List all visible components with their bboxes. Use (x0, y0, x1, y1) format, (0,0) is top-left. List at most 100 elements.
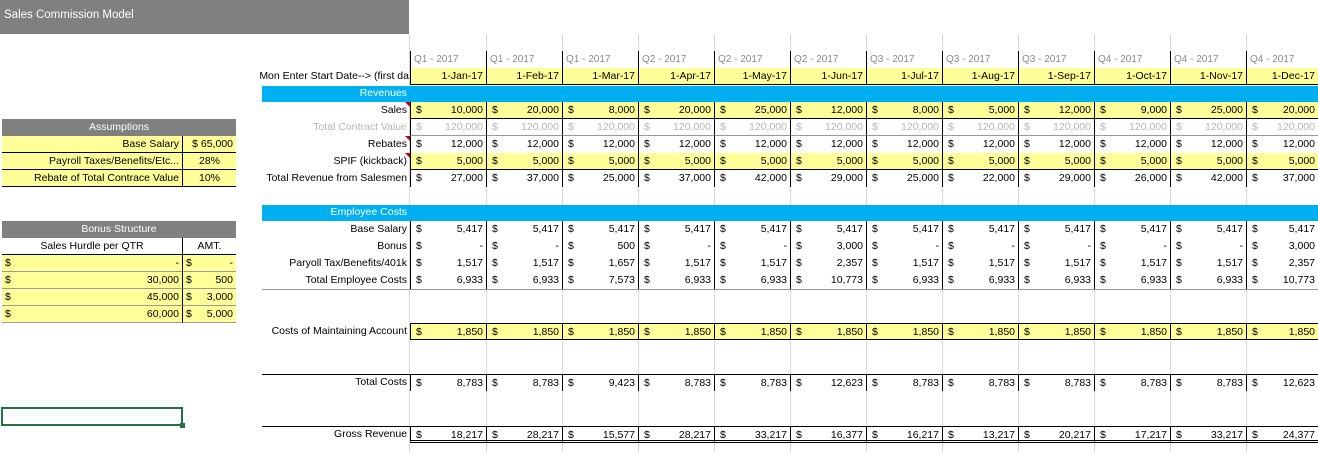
row-total-employee-costs-cell[interactable]: $6,933 (638, 272, 714, 289)
row-gross-revenue-cell[interactable]: $24,377 (1246, 426, 1318, 443)
row-payroll-cell[interactable]: $1,517 (486, 255, 562, 272)
row-maintaining-account-cell[interactable]: $1,850 (410, 323, 486, 340)
row-spif-cell[interactable]: $5,000 (638, 153, 714, 170)
row-total-contract-value-cell[interactable]: $120,000 (942, 119, 1018, 136)
row-sales-cell[interactable]: $20,000 (1246, 102, 1318, 119)
row-sales-cell[interactable]: $10,000 (410, 102, 486, 119)
row-spif-cell[interactable]: $5,000 (1246, 153, 1318, 170)
row-sales-cell[interactable]: $12,000 (790, 102, 866, 119)
row-total-costs-cell[interactable]: $8,783 (410, 374, 486, 391)
row-total-employee-costs-cell[interactable]: $6,933 (1170, 272, 1246, 289)
row-total-contract-value-cell[interactable]: $120,000 (1094, 119, 1170, 136)
row-rebates-cell[interactable]: $12,000 (1170, 136, 1246, 153)
row-total-costs-cell[interactable]: $8,783 (1094, 374, 1170, 391)
row-bonus-cell[interactable]: $3,000 (790, 238, 866, 255)
row-total-employee-costs-cell[interactable]: $6,933 (866, 272, 942, 289)
row-rebates-cell[interactable]: $12,000 (562, 136, 638, 153)
row-sales-cell[interactable]: $5,000 (942, 102, 1018, 119)
row-payroll-cell[interactable]: $1,517 (638, 255, 714, 272)
row-bonus-cell[interactable]: $ - (866, 238, 942, 255)
row-total-revenue-cell[interactable]: $42,000 (1170, 170, 1246, 187)
row-maintaining-account-cell[interactable]: $1,850 (942, 323, 1018, 340)
row-total-costs-cell[interactable]: $8,783 (866, 374, 942, 391)
row-sales-cell[interactable]: $8,000 (866, 102, 942, 119)
row-base-salary-cell[interactable]: $5,417 (942, 221, 1018, 238)
row-total-costs-cell[interactable]: $8,783 (638, 374, 714, 391)
row-spif-cell[interactable]: $5,000 (866, 153, 942, 170)
row-spif-cell[interactable]: $5,000 (714, 153, 790, 170)
row-total-costs-cell[interactable]: $12,623 (790, 374, 866, 391)
row-spif-cell[interactable]: $5,000 (1170, 153, 1246, 170)
row-gross-revenue-cell[interactable]: $33,217 (1170, 426, 1246, 443)
row-bonus-cell[interactable]: $3,000 (1246, 238, 1318, 255)
row-total-costs-cell[interactable]: $8,783 (714, 374, 790, 391)
row-total-employee-costs-cell[interactable]: $7,573 (562, 272, 638, 289)
row-payroll-cell[interactable]: $1,517 (1094, 255, 1170, 272)
row-total-employee-costs-cell[interactable]: $10,773 (1246, 272, 1318, 289)
row-gross-revenue-cell[interactable]: $28,217 (486, 426, 562, 443)
row-maintaining-account-cell[interactable]: $1,850 (1170, 323, 1246, 340)
row-bonus-cell[interactable]: $ - (1170, 238, 1246, 255)
row-maintaining-account-cell[interactable]: $1,850 (1018, 323, 1094, 340)
comment-indicator[interactable] (405, 102, 410, 107)
row-total-contract-value-cell[interactable]: $120,000 (410, 119, 486, 136)
row-payroll-cell[interactable]: $1,517 (410, 255, 486, 272)
row-gross-revenue-cell[interactable]: $20,217 (1018, 426, 1094, 443)
row-maintaining-account-cell[interactable]: $1,850 (562, 323, 638, 340)
row-sales-cell[interactable]: $25,000 (714, 102, 790, 119)
row-total-costs-cell[interactable]: $8,783 (486, 374, 562, 391)
row-bonus-cell[interactable]: $ - (1094, 238, 1170, 255)
row-gross-revenue-cell[interactable]: $17,217 (1094, 426, 1170, 443)
row-maintaining-account-cell[interactable]: $1,850 (1094, 323, 1170, 340)
row-maintaining-account-cell[interactable]: $1,850 (790, 323, 866, 340)
row-total-revenue-cell[interactable]: $37,000 (486, 170, 562, 187)
row-payroll-cell[interactable]: $2,357 (1246, 255, 1318, 272)
row-spif-cell[interactable]: $5,000 (410, 153, 486, 170)
row-sales-cell[interactable]: $25,000 (1170, 102, 1246, 119)
row-base-salary-cell[interactable]: $5,417 (410, 221, 486, 238)
row-base-salary-cell[interactable]: $5,417 (562, 221, 638, 238)
row-total-employee-costs-cell[interactable]: $6,933 (714, 272, 790, 289)
row-total-costs-cell[interactable]: $8,783 (942, 374, 1018, 391)
row-payroll-cell[interactable]: $1,517 (942, 255, 1018, 272)
row-base-salary-cell[interactable]: $5,417 (1246, 221, 1318, 238)
row-spif-cell[interactable]: $5,000 (790, 153, 866, 170)
row-gross-revenue-cell[interactable]: $15,577 (562, 426, 638, 443)
row-rebates-cell[interactable]: $12,000 (410, 136, 486, 153)
row-spif-cell[interactable]: $5,000 (1094, 153, 1170, 170)
row-bonus-cell[interactable]: $ - (714, 238, 790, 255)
row-total-contract-value-cell[interactable]: $120,000 (790, 119, 866, 136)
row-bonus-cell[interactable]: $ - (1018, 238, 1094, 255)
row-rebates-cell[interactable]: $12,000 (866, 136, 942, 153)
row-maintaining-account-cell[interactable]: $1,850 (714, 323, 790, 340)
row-total-contract-value-cell[interactable]: $120,000 (1018, 119, 1094, 136)
selected-cell[interactable] (1, 407, 183, 426)
row-spif-cell[interactable]: $5,000 (1018, 153, 1094, 170)
row-base-salary-cell[interactable]: $5,417 (866, 221, 942, 238)
row-total-contract-value-cell[interactable]: $120,000 (1170, 119, 1246, 136)
row-rebates-cell[interactable]: $12,000 (942, 136, 1018, 153)
row-total-revenue-cell[interactable]: $37,000 (1246, 170, 1318, 187)
row-gross-revenue-cell[interactable]: $33,217 (714, 426, 790, 443)
row-gross-revenue-cell[interactable]: $16,377 (790, 426, 866, 443)
row-total-contract-value-cell[interactable]: $120,000 (1246, 119, 1318, 136)
row-maintaining-account-cell[interactable]: $1,850 (486, 323, 562, 340)
row-total-revenue-cell[interactable]: $22,000 (942, 170, 1018, 187)
row-base-salary-cell[interactable]: $5,417 (790, 221, 866, 238)
row-total-contract-value-cell[interactable]: $120,000 (638, 119, 714, 136)
row-payroll-cell[interactable]: $1,657 (562, 255, 638, 272)
row-base-salary-cell[interactable]: $5,417 (638, 221, 714, 238)
row-rebates-cell[interactable]: $12,000 (714, 136, 790, 153)
row-total-costs-cell[interactable]: $8,783 (1170, 374, 1246, 391)
fill-handle[interactable] (180, 423, 185, 428)
row-bonus-cell[interactable]: $ - (638, 238, 714, 255)
row-base-salary-cell[interactable]: $5,417 (486, 221, 562, 238)
row-bonus-cell[interactable]: $ - (942, 238, 1018, 255)
row-bonus-cell[interactable]: $ - (486, 238, 562, 255)
row-payroll-cell[interactable]: $1,517 (866, 255, 942, 272)
row-total-contract-value-cell[interactable]: $120,000 (486, 119, 562, 136)
row-sales-cell[interactable]: $12,000 (1018, 102, 1094, 119)
row-payroll-cell[interactable]: $1,517 (1170, 255, 1246, 272)
row-total-employee-costs-cell[interactable]: $10,773 (790, 272, 866, 289)
row-gross-revenue-cell[interactable]: $18,217 (410, 426, 486, 443)
